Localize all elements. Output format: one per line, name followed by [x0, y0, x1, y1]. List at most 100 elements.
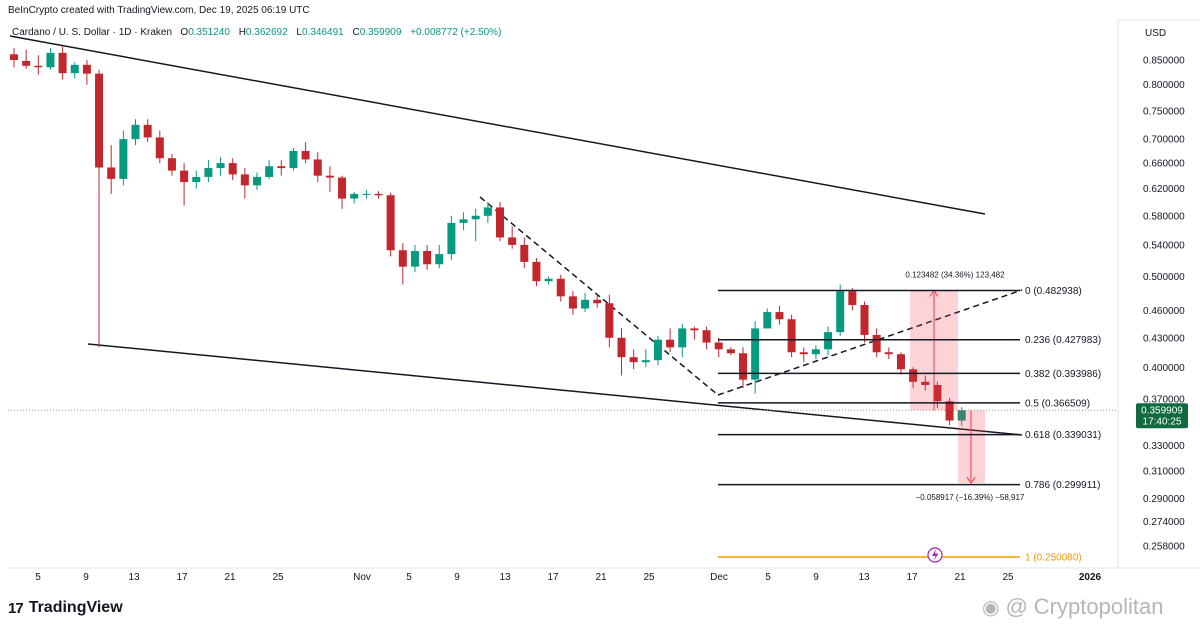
candle — [483, 201, 492, 223]
x-tick-label: 25 — [1002, 572, 1014, 583]
candle — [508, 226, 517, 249]
candle-body — [240, 174, 249, 186]
candle-body — [265, 166, 274, 177]
fib-level-label: 0.236 (0.427983) — [1025, 335, 1101, 346]
candle-body — [289, 150, 298, 169]
y-tick-label: 0.370000 — [1143, 395, 1185, 406]
candle — [593, 294, 602, 308]
candle — [46, 48, 55, 70]
tradingview-logo-icon: 17 — [8, 599, 24, 617]
x-tick-label: 25 — [643, 572, 655, 583]
cryptopolitan-watermark: ◉ @ Cryptopolitan — [982, 594, 1163, 620]
candle — [811, 345, 820, 360]
candle-body — [155, 137, 164, 159]
chart-credit: BeInCrypto created with TradingView.com,… — [8, 5, 310, 16]
y-tick-label: 0.290000 — [1143, 494, 1185, 505]
candle — [714, 337, 723, 358]
candle — [496, 201, 504, 242]
candle — [374, 191, 383, 199]
x-tick-label: Nov — [353, 572, 371, 583]
candle — [155, 130, 164, 164]
candle-body — [617, 337, 626, 358]
candle-body — [46, 52, 55, 68]
candle-body — [22, 60, 31, 66]
candle-body — [70, 64, 79, 74]
candle-body — [34, 65, 43, 68]
candle-body — [568, 296, 577, 309]
candle — [119, 130, 128, 186]
x-tick-label: 9 — [83, 572, 89, 583]
candle — [398, 243, 407, 285]
y-tick-label: 0.460000 — [1143, 306, 1185, 317]
candle — [739, 347, 747, 389]
candle — [836, 284, 845, 336]
candle — [82, 60, 91, 85]
dashed-descent-line — [479, 196, 719, 396]
fib-level-label: 0.382 (0.393986) — [1025, 369, 1101, 380]
candle — [763, 308, 772, 329]
candle-body — [253, 176, 261, 186]
candle — [301, 142, 310, 164]
candle-body — [107, 167, 116, 179]
weibo-icon: ◉ — [982, 596, 1000, 619]
measure-up-label: 0.123482 (34.36%) 123,482 — [905, 270, 1005, 279]
candle-body — [653, 339, 662, 361]
candle-body — [933, 384, 942, 402]
candle-body — [836, 291, 845, 333]
candle-body — [714, 342, 723, 350]
close-label: C — [352, 27, 360, 38]
candle-body — [739, 353, 747, 380]
candle — [435, 244, 444, 269]
watermark-text: Cryptopolitan — [1033, 594, 1164, 619]
x-tick-label: 5 — [765, 572, 771, 583]
y-tick-label: 0.800000 — [1143, 80, 1185, 91]
candle — [289, 147, 298, 171]
tradingview-name: TradingView — [28, 599, 123, 616]
candle-body — [216, 163, 225, 169]
candle — [313, 152, 322, 183]
candle — [204, 160, 213, 183]
candle — [277, 160, 286, 176]
candle — [775, 305, 784, 325]
candle — [629, 349, 638, 370]
x-tick-label: 9 — [454, 572, 460, 583]
candle-body — [520, 244, 529, 262]
candle-body — [556, 278, 565, 297]
candle-body — [593, 299, 602, 304]
lightning-icon — [932, 549, 939, 561]
candle-body — [775, 312, 784, 320]
candle-body — [544, 278, 553, 282]
candle — [544, 276, 553, 285]
candle — [641, 349, 650, 368]
change-value: +0.008772 (+2.50%) — [410, 27, 502, 38]
x-tick-label: 13 — [499, 572, 511, 583]
x-tick-label: 21 — [595, 572, 607, 583]
x-tick-label: 13 — [858, 572, 870, 583]
dashed-rising-wedge-line — [717, 289, 1023, 396]
candle-body — [374, 193, 383, 196]
candle — [921, 375, 930, 391]
tradingview-brand: 17 TradingView — [8, 599, 123, 617]
trendlines — [8, 35, 1118, 436]
candle-body — [726, 349, 735, 354]
candle-body — [811, 349, 820, 355]
candle-body — [824, 332, 833, 350]
currency-label[interactable]: USD — [1145, 28, 1167, 39]
candle-body — [131, 124, 140, 140]
y-tick-label: 0.750000 — [1143, 107, 1185, 118]
candle-body — [398, 250, 407, 267]
candle-body — [277, 166, 286, 169]
candle-body — [325, 175, 334, 178]
candle — [22, 49, 31, 69]
high-label: H — [238, 27, 246, 38]
x-tick-label: 9 — [813, 572, 819, 583]
candle-body — [95, 73, 104, 168]
candle — [216, 156, 225, 176]
candle — [957, 407, 966, 426]
candle — [410, 244, 419, 273]
candle — [581, 292, 590, 313]
candle — [459, 212, 468, 231]
candle — [653, 335, 662, 366]
x-tick-label: 21 — [224, 572, 236, 583]
